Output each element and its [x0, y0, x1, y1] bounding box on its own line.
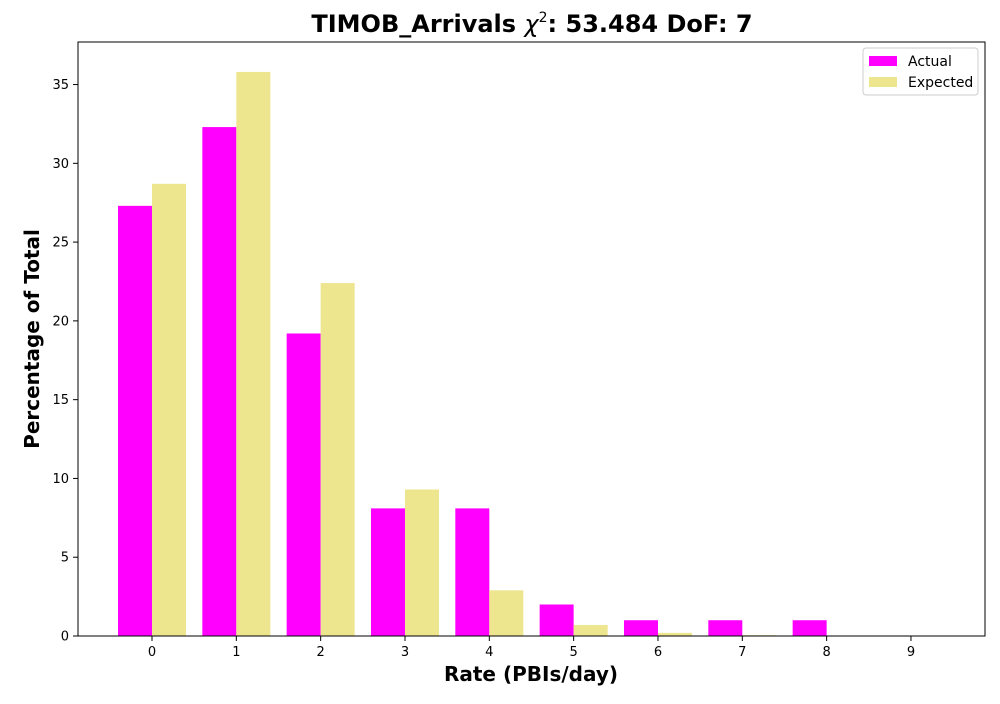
- y-axis-label: Percentage of Total: [20, 229, 44, 449]
- chart-title-suffix: : 53.484 DoF: 7: [548, 10, 753, 38]
- bar-actual-4: [455, 508, 489, 636]
- x-tick-label: 7: [738, 645, 746, 660]
- bar-actual-6: [624, 620, 658, 636]
- bar-actual-5: [540, 604, 574, 636]
- x-tick-label: 1: [232, 645, 240, 660]
- x-tick-label: 2: [317, 645, 325, 660]
- bar-actual-0: [118, 206, 152, 636]
- chart-title-sup: 2: [539, 10, 548, 26]
- bar-actual-8: [793, 620, 827, 636]
- bar-actual-7: [708, 620, 742, 636]
- x-axis-label: Rate (PBIs/day): [444, 662, 618, 686]
- bar-expected-4: [489, 590, 523, 636]
- y-tick-label: 30: [52, 157, 69, 172]
- y-tick-label: 10: [52, 472, 69, 487]
- chart-title: TIMOB_Arrivals χ2: 53.484 DoF: 7: [311, 10, 752, 38]
- legend-label-actual: Actual: [908, 54, 952, 70]
- x-tick-label: 9: [907, 645, 915, 660]
- y-tick-label: 5: [61, 551, 69, 566]
- y-tick-label: 15: [52, 393, 69, 408]
- bar-actual-1: [202, 127, 236, 636]
- bar-actual-2: [287, 333, 321, 636]
- chart-title-prefix: TIMOB_Arrivals: [311, 10, 524, 38]
- y-tick-label: 20: [52, 314, 69, 329]
- bar-expected-5: [574, 625, 608, 636]
- bar-expected-2: [321, 283, 355, 636]
- y-tick-label: 35: [52, 78, 69, 93]
- bar-actual-3: [371, 508, 405, 636]
- bars-layer: [118, 72, 861, 636]
- x-tick-label: 3: [401, 645, 409, 660]
- bar-expected-3: [405, 489, 439, 636]
- bar-expected-0: [152, 184, 186, 636]
- bar-expected-1: [236, 72, 270, 636]
- x-tick-label: 8: [822, 645, 830, 660]
- legend-label-expected: Expected: [908, 75, 973, 91]
- axes-layer: 0 5 10 15 20 25 30 35 0 1 2 3 4 5 6 7 8 9: [52, 42, 985, 660]
- x-tick-label: 6: [654, 645, 662, 660]
- chart-title-chi: χ: [522, 10, 539, 38]
- x-tick-label: 0: [148, 645, 156, 660]
- legend-swatch-expected: [869, 77, 897, 87]
- x-tick-label: 4: [485, 645, 493, 660]
- y-tick-label: 0: [61, 630, 69, 645]
- legend: Actual Expected: [863, 48, 978, 95]
- y-tick-label: 25: [52, 236, 69, 251]
- x-tick-label: 5: [570, 645, 578, 660]
- legend-swatch-actual: [869, 56, 897, 66]
